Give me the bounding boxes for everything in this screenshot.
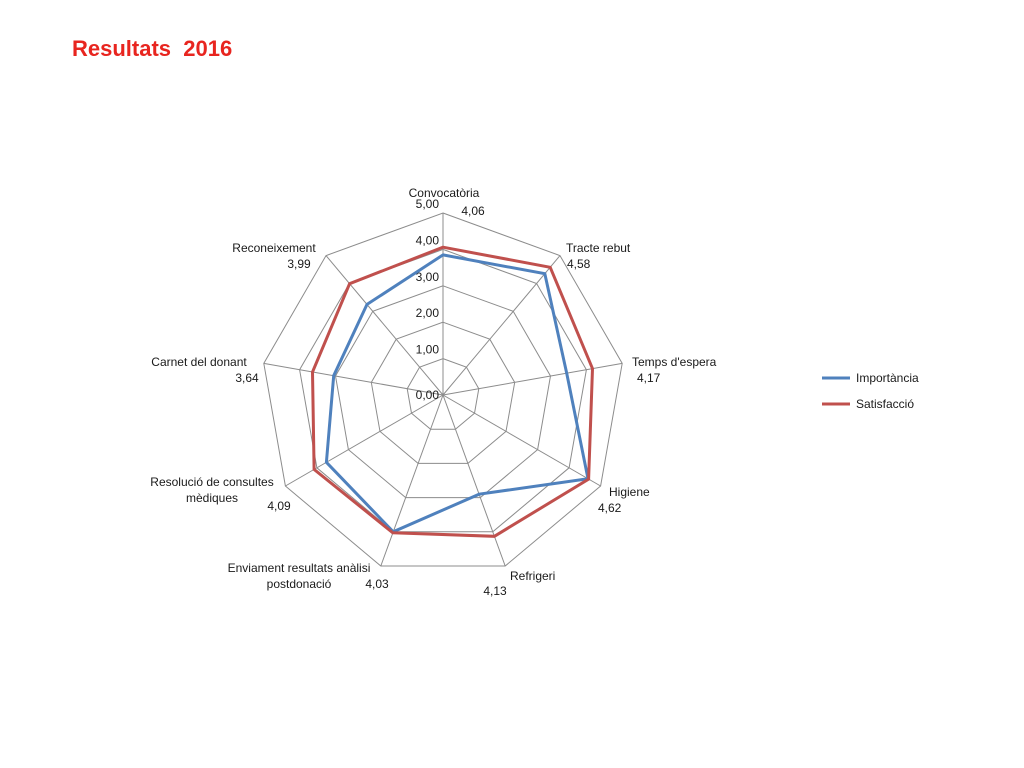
grid-ring xyxy=(406,358,480,430)
series-lines xyxy=(310,245,595,538)
category-label: Enviament resultats anàlisi postdonació xyxy=(228,561,371,591)
page-title: Resultats 2016 xyxy=(72,36,233,61)
radial-tick-label: 2,00 xyxy=(416,306,440,320)
value-label: 4,17 xyxy=(637,371,661,385)
radial-tick-label: 1,00 xyxy=(416,343,440,357)
axis-spoke xyxy=(263,362,444,396)
radial-tick-label: 3,00 xyxy=(416,270,440,284)
value-label: 4,03 xyxy=(365,577,389,591)
value-label: 4,62 xyxy=(598,501,622,515)
value-label: 4,13 xyxy=(483,584,507,598)
legend-entry: Importància xyxy=(856,371,919,385)
value-label: 3,99 xyxy=(287,257,311,271)
axis-spoke xyxy=(380,394,444,567)
grid-ring xyxy=(370,321,516,464)
grid-ring xyxy=(263,212,623,567)
radial-tick-label: 5,00 xyxy=(416,197,440,211)
series-line-importancia xyxy=(324,253,590,534)
axis-spoke xyxy=(442,394,506,567)
category-label: Carnet del donant xyxy=(151,355,247,369)
radial-axis-ticks: 0,00 1,00 2,00 3,00 4,00 5,00 xyxy=(416,197,440,402)
grid-ring xyxy=(334,285,552,499)
value-label: 4,58 xyxy=(567,257,591,271)
radial-tick-label: 0,00 xyxy=(416,388,440,402)
category-label: Higiene xyxy=(609,485,650,499)
axis-spoke xyxy=(442,255,561,396)
legend-entry: Satisfacció xyxy=(856,397,914,411)
value-label: 4,06 xyxy=(461,204,485,218)
axis-spoke xyxy=(325,255,444,396)
category-label: Convocatòria xyxy=(409,186,480,200)
legend: Importància Satisfacció xyxy=(822,371,919,411)
category-label: Reconeixement xyxy=(232,241,316,255)
radial-tick-label: 4,00 xyxy=(416,233,440,247)
category-label: Temps d'espera xyxy=(632,355,717,369)
grid-ring xyxy=(299,248,587,533)
axis-spoke xyxy=(442,362,623,396)
value-label: 4,09 xyxy=(267,499,291,513)
category-label: Refrigeri xyxy=(510,569,555,583)
category-label: Tracte rebut xyxy=(566,241,631,255)
value-label: 3,64 xyxy=(235,371,259,385)
axis-spoke xyxy=(442,394,601,487)
series-line-satisfaccio xyxy=(310,245,595,538)
axis-spoke xyxy=(285,394,444,487)
category-label: Resolució de consultes mèdiques xyxy=(150,475,273,505)
category-labels: Convocatòria 4,06 Tracte rebut 4,58 Temps d'… xyxy=(150,186,716,598)
